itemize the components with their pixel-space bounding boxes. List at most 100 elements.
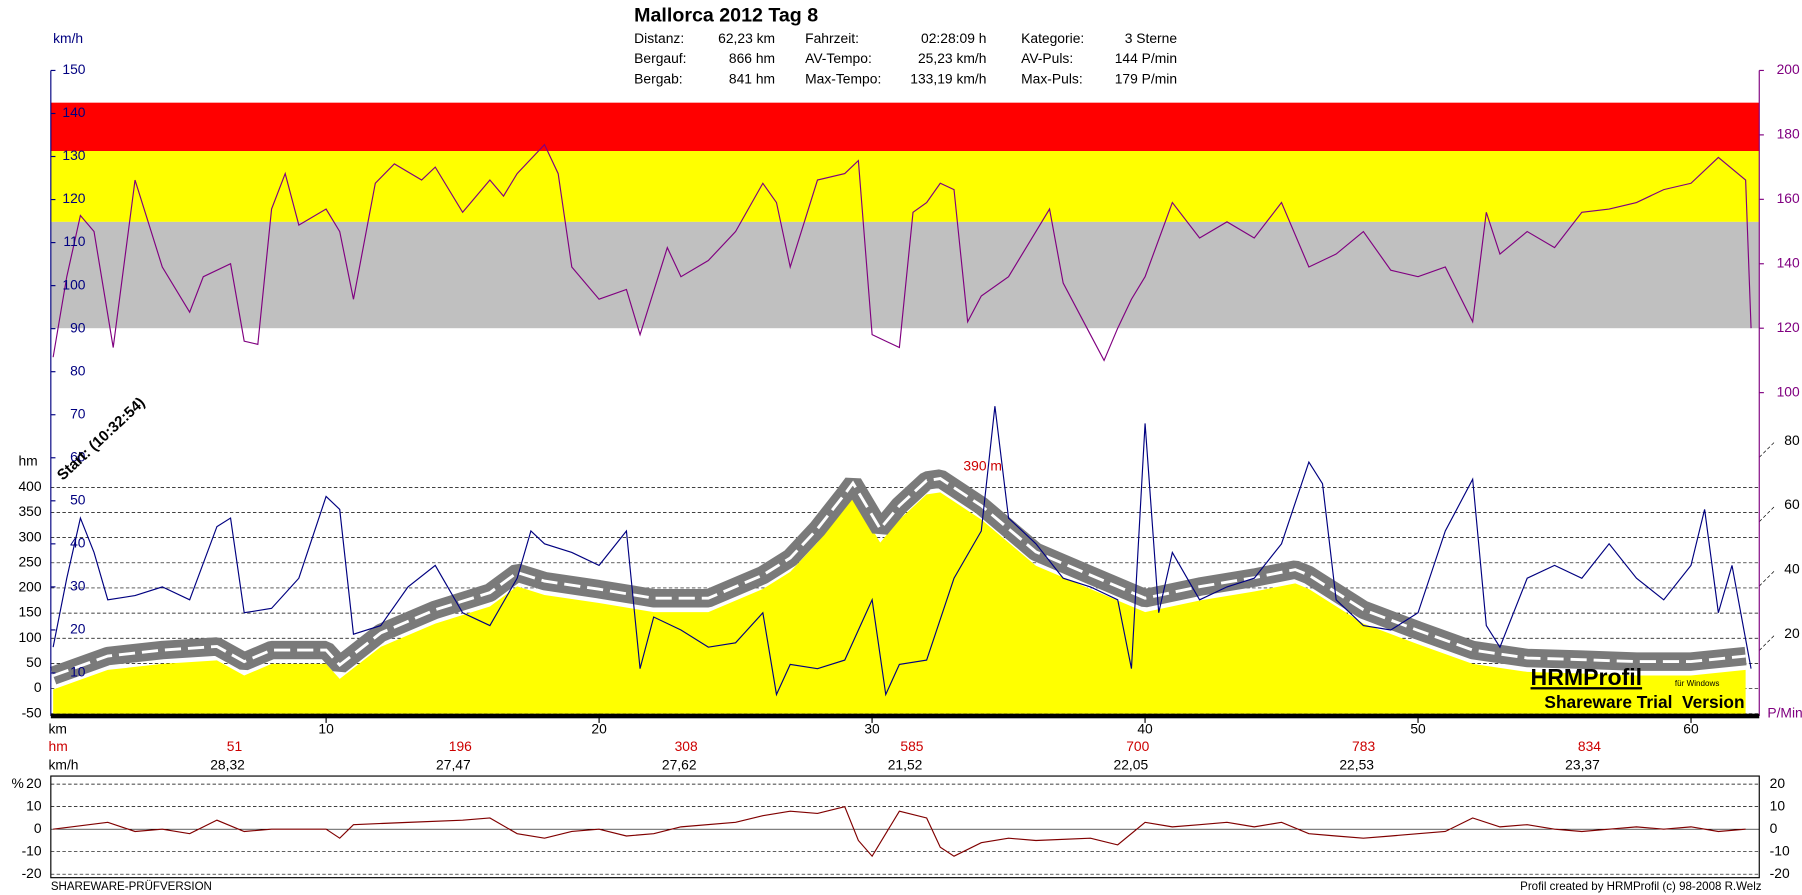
footer-left: SHAREWARE-PRÜFVERSION — [51, 881, 212, 893]
x-tick-label: 50 — [1410, 721, 1426, 737]
altitude-annotation: 390 m — [963, 458, 1001, 474]
slope-tick-label-right: 20 — [1770, 775, 1786, 791]
x-axis-bar — [50, 713, 1760, 719]
altitude-tick-label: 250 — [18, 553, 41, 569]
stat-label: Bergauf: — [634, 50, 686, 66]
y2-tick-label: 180 — [1777, 126, 1800, 142]
y-tick-label: 110 — [63, 233, 85, 249]
slope-line — [53, 805, 1746, 858]
x-tick-label: 60 — [1683, 721, 1699, 737]
slope-axis-label: % — [12, 775, 24, 791]
stat-label: Bergab: — [634, 70, 683, 86]
x-tick-label: 40 — [1137, 721, 1153, 737]
y-axis-label: km/h — [53, 30, 83, 46]
altitude-area — [53, 492, 1746, 714]
stat-value: 25,23 km/h — [918, 50, 987, 66]
stat-value: 02:28:09 h — [921, 30, 986, 46]
y2-tick-label: 140 — [1777, 254, 1800, 270]
summary-hm: 585 — [900, 738, 923, 754]
altitude-tick-label: 100 — [18, 629, 41, 645]
slope-tick-label-right: -20 — [1770, 865, 1790, 881]
y-tick-label: 70 — [70, 405, 86, 421]
ladder-tick — [1759, 569, 1776, 587]
x-axis-label: km — [49, 721, 67, 737]
y-tick-label: 60 — [70, 448, 86, 464]
stat-label: AV-Tempo: — [805, 50, 872, 66]
stat-value: 179 P/min — [1115, 70, 1177, 86]
stat-label: Distanz: — [634, 30, 684, 46]
ladder-tick — [1759, 505, 1776, 522]
y2-tick-label: 200 — [1777, 61, 1800, 77]
speed-line — [52, 406, 1752, 697]
y-tick-label: 30 — [70, 578, 86, 594]
y-tick-label: 40 — [70, 535, 86, 551]
pulse-zone — [50, 150, 1760, 222]
x-tick-label: 20 — [591, 721, 607, 737]
footer-right: Profil created by HRMProfil (c) 98-2008 … — [1520, 881, 1762, 893]
summary-kmh: 28,32 — [210, 756, 245, 772]
y-tick-label: 140 — [62, 104, 85, 120]
slope-frame — [50, 775, 1760, 879]
stat-value: 62,23 km — [718, 30, 775, 46]
summary-kmh: 27,62 — [662, 756, 697, 772]
altitude-tick-label: 350 — [18, 503, 41, 519]
start-annotation: Start: (10:32:54) — [54, 394, 149, 484]
summary-kmh: 21,52 — [888, 756, 923, 772]
y-tick-label: 120 — [62, 190, 85, 206]
summary-kmh-label: km/h — [49, 756, 79, 772]
summary-hm: 196 — [449, 738, 472, 754]
slope-tick-label-right: 10 — [1770, 797, 1786, 813]
summary-kmh: 22,05 — [1114, 756, 1149, 772]
stat-value: 841 hm — [729, 70, 775, 86]
logo-name: HRMProfil — [1531, 664, 1643, 690]
altitude-axis-label: hm — [18, 453, 37, 469]
ladder-tick-label: 80 — [1784, 432, 1800, 448]
y2-axis-label: P/Min — [1767, 704, 1802, 720]
slope-tick-label-right: 0 — [1770, 820, 1778, 836]
y-tick-label: 150 — [62, 61, 85, 77]
slope-tick-label: -20 — [22, 865, 42, 881]
pulse-line — [52, 143, 1752, 362]
summary-hm: 834 — [1578, 738, 1601, 754]
stat-value: 3 Sterne — [1125, 30, 1178, 46]
y2-tick-label: 100 — [1777, 383, 1800, 399]
altitude-tick-label: 400 — [18, 478, 41, 494]
stat-value: 866 hm — [729, 50, 775, 66]
altitude-tick-label: 0 — [34, 679, 42, 695]
ladder-tick-label: 20 — [1784, 625, 1800, 641]
stat-label: AV-Puls: — [1021, 50, 1073, 66]
slope-tick-label-right: -10 — [1770, 842, 1790, 858]
summary-kmh: 23,37 — [1565, 756, 1600, 772]
y-tick-label: 100 — [62, 276, 85, 292]
stat-label: Max-Tempo: — [805, 70, 881, 86]
chart-title: Mallorca 2012 Tag 8 — [634, 4, 818, 26]
slope-tick-label: 10 — [26, 797, 42, 813]
y-tick-label: 90 — [70, 319, 86, 335]
stat-value: 144 P/min — [1115, 50, 1177, 66]
summary-hm-label: hm — [49, 738, 68, 754]
pulse-zone — [50, 102, 1760, 151]
altitude-tick-label: 50 — [26, 654, 42, 670]
altitude-tick-label: -50 — [22, 704, 42, 720]
altitude-tick-label: 150 — [18, 604, 41, 620]
stat-label: Kategorie: — [1021, 30, 1084, 46]
ladder-tick-label: 60 — [1784, 496, 1800, 512]
y-tick-label: 20 — [70, 621, 86, 637]
stat-label: Fahrzeit: — [805, 30, 859, 46]
y-tick-label: 130 — [62, 147, 85, 163]
summary-hm: 783 — [1352, 738, 1375, 754]
slope-tick-label: -10 — [22, 842, 42, 858]
ladder-tick — [1759, 440, 1776, 458]
summary-hm: 308 — [675, 738, 698, 754]
summary-hm: 51 — [227, 738, 243, 754]
summary-kmh: 27,47 — [436, 756, 471, 772]
y-tick-label: 50 — [70, 491, 86, 507]
ladder-tick — [1759, 634, 1776, 651]
y-tick-label: 80 — [70, 362, 86, 378]
pulse-zone — [50, 221, 1760, 329]
altitude-shadow-stripe — [52, 477, 1746, 678]
stat-value: 133,19 km/h — [910, 70, 986, 86]
y2-tick-label: 160 — [1777, 190, 1800, 206]
logo-trial: Shareware Trial Version — [1544, 692, 1744, 712]
